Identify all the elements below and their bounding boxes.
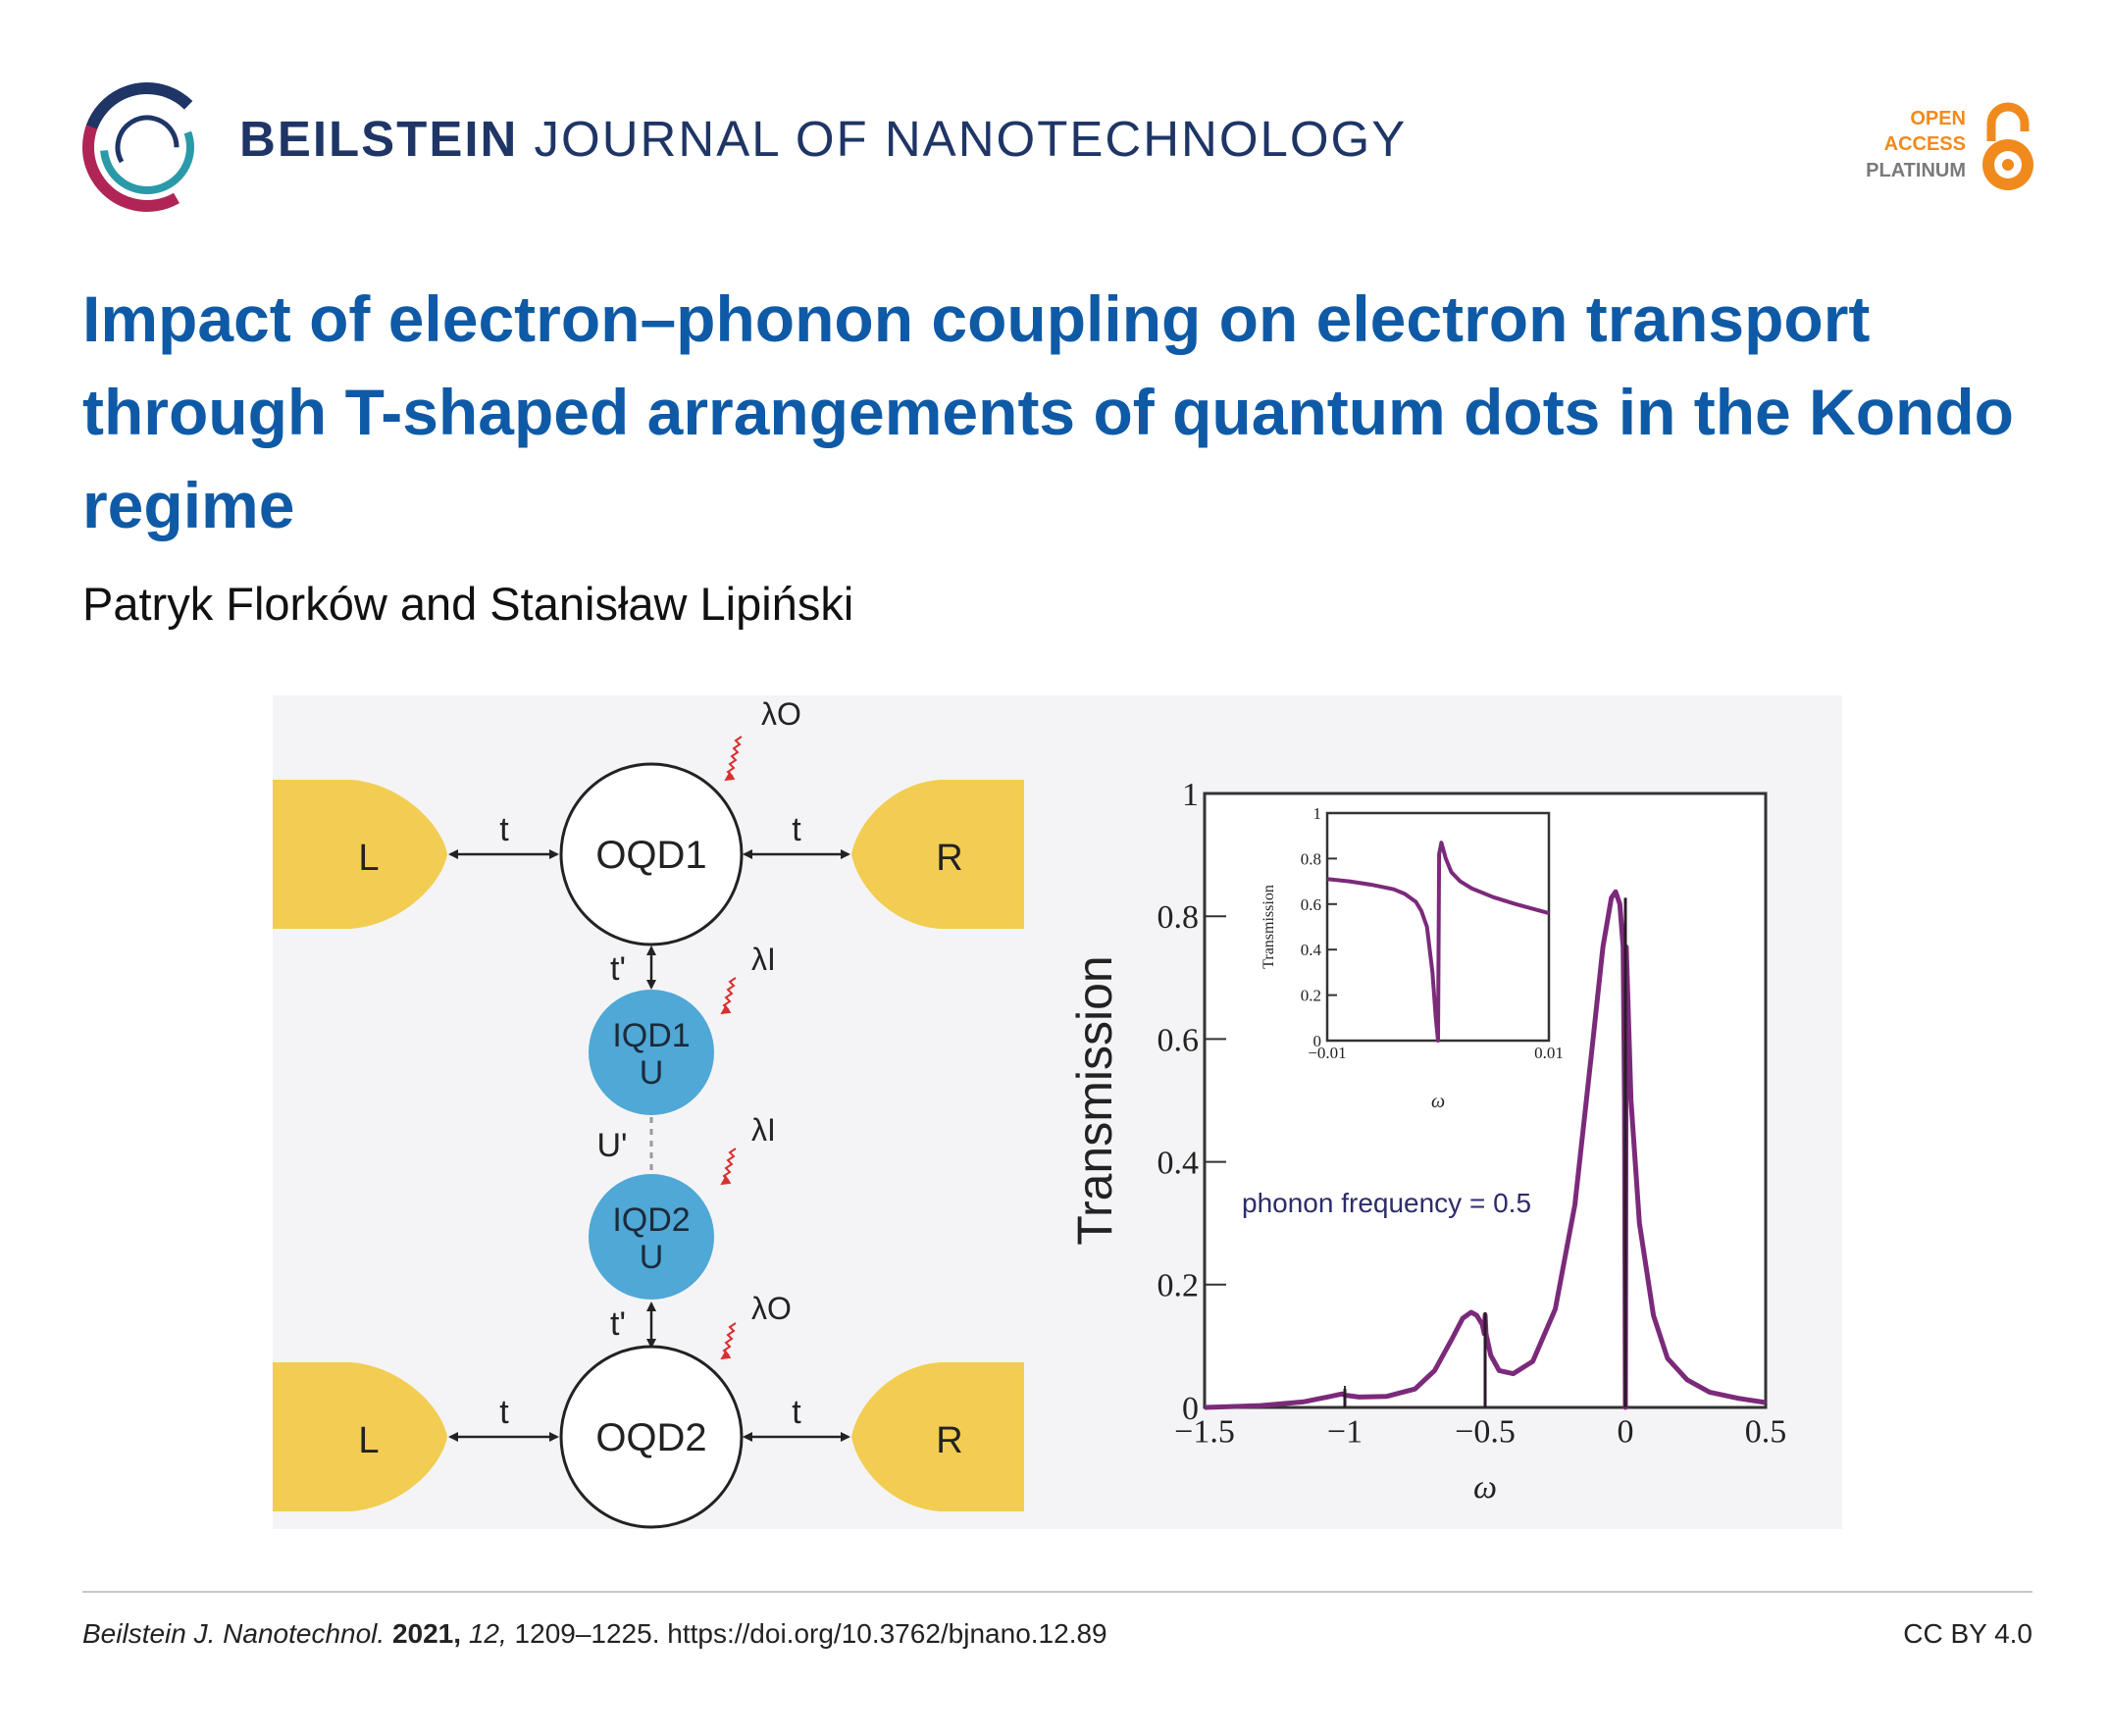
graphical-abstract-svg: L R OQD1 t t λO t' λI IQD1 U U' λI IQD2 … bbox=[273, 695, 1842, 1529]
phonon-frequency-annotation: phonon frequency = 0.5 bbox=[1242, 1188, 1531, 1218]
dot-iqd1 bbox=[589, 990, 714, 1115]
dot-iqd2-label: IQD2 bbox=[612, 1201, 690, 1239]
lambda-o-bottom: λO bbox=[751, 1291, 792, 1326]
dot-oqd1 bbox=[559, 762, 744, 946]
lead-left-bottom bbox=[273, 1362, 447, 1511]
oa-access-label: ACCESS bbox=[1883, 133, 1966, 155]
transmission-chart: 0 0.2 0.4 0.6 0.8 1 −1.5 −1 −0.5 0 0.5 Transmissi… bbox=[1067, 777, 1786, 1506]
y-tick-label: 0.2 bbox=[1301, 987, 1321, 1005]
dot-iqd2 bbox=[589, 1174, 714, 1300]
x-tick-label: −0.5 bbox=[1455, 1414, 1516, 1451]
footer-divider bbox=[82, 1591, 2032, 1593]
x-tick-label: −0.01 bbox=[1308, 1044, 1346, 1062]
y-tick-label: 0.4 bbox=[1157, 1146, 1200, 1182]
coupling-label-bottom: t' bbox=[610, 1305, 626, 1343]
lambda-o-top: λO bbox=[761, 696, 801, 732]
citation-doi[interactable]: 1209–1225. https://doi.org/10.3762/bjnan… bbox=[514, 1618, 1107, 1649]
phonon-wave-iqd2 bbox=[720, 1148, 737, 1186]
hop-label-right-bottom: t bbox=[792, 1394, 801, 1431]
dot-iqd1-label: IQD1 bbox=[612, 1017, 690, 1054]
dot-oqd2-label: OQD2 bbox=[595, 1416, 706, 1459]
citation-year: 2021, bbox=[391, 1618, 462, 1649]
inset-series-line bbox=[1326, 841, 1550, 1043]
y-tick-label: 0.8 bbox=[1157, 899, 1200, 936]
coupling-label-top: t' bbox=[610, 950, 626, 988]
main-y-axis-label: Transmission bbox=[1067, 955, 1122, 1245]
y-tick-label: 1 bbox=[1182, 777, 1199, 813]
y-tick-label: 0.6 bbox=[1301, 895, 1321, 914]
citation-journal: Beilstein J. Nanotechnol. bbox=[82, 1618, 386, 1649]
hop-label-right-top: t bbox=[792, 811, 801, 848]
main-y-axis: 0 0.2 0.4 0.6 0.8 1 bbox=[1157, 777, 1226, 1427]
y-tick-label: 0.8 bbox=[1301, 849, 1321, 868]
x-tick-label: 0.5 bbox=[1745, 1414, 1787, 1451]
journal-logo-icon bbox=[82, 82, 212, 212]
resonance-marker-lines bbox=[1343, 897, 1627, 1407]
phonon-wave-top bbox=[724, 736, 743, 782]
hop-label-left-bottom: t bbox=[499, 1394, 509, 1431]
dot-oqd1-label: OQD1 bbox=[595, 834, 706, 877]
inset-x-axis: −0.01 0.01 bbox=[1308, 1031, 1564, 1062]
open-lock-icon bbox=[1982, 102, 2033, 190]
y-tick-label: 0 bbox=[1182, 1391, 1199, 1427]
journal-name-bold: BEILSTEIN bbox=[239, 111, 519, 167]
inset-x-axis-label: ω bbox=[1431, 1091, 1445, 1112]
lead-left-bottom-label: L bbox=[358, 1420, 379, 1461]
lead-right-top bbox=[851, 780, 1024, 929]
article-title: Impact of electron–phonon coupling on el… bbox=[82, 282, 2014, 541]
journal-name-rest: JOURNAL OF NANOTECHNOLOGY bbox=[534, 111, 1408, 167]
lead-right-bottom bbox=[851, 1362, 1024, 1511]
x-tick-label: 0.01 bbox=[1534, 1044, 1564, 1062]
license-label[interactable]: CC BY 4.0 bbox=[1903, 1618, 2032, 1649]
inset-y-axis-label: Transmission bbox=[1260, 885, 1277, 969]
y-tick-label: 0 bbox=[1313, 1032, 1322, 1050]
lead-right-bottom-label: R bbox=[936, 1420, 962, 1461]
main-x-axis-label: ω bbox=[1473, 1469, 1497, 1506]
open-access-badge: OPEN ACCESS PLATINUM bbox=[1844, 98, 2040, 196]
x-tick-label: −1 bbox=[1327, 1414, 1363, 1451]
lambda-i-2: λI bbox=[751, 1112, 776, 1148]
lambda-i-1: λI bbox=[751, 942, 776, 977]
journal-name[interactable]: BEILSTEIN JOURNAL OF NANOTECHNOLOGY bbox=[239, 110, 1407, 168]
y-tick-label: 0.6 bbox=[1157, 1022, 1200, 1058]
x-tick-label: −1.5 bbox=[1174, 1414, 1235, 1451]
article-authors: Patryk Florków and Stanisław Lipiński bbox=[82, 578, 854, 630]
main-x-axis: −1.5 −1 −0.5 0 0.5 bbox=[1174, 1386, 1786, 1451]
lead-right-top-label: R bbox=[936, 838, 962, 879]
graphical-abstract: L R OQD1 t t λO t' λI IQD1 U U' λI IQD2 … bbox=[273, 695, 1842, 1529]
phonon-wave-iqd1 bbox=[720, 977, 737, 1015]
phonon-wave-bottom bbox=[720, 1322, 737, 1360]
quantum-dot-diagram: L R OQD1 t t λO t' λI IQD1 U U' λI IQD2 … bbox=[273, 696, 1024, 1529]
interdot-u-label: U' bbox=[596, 1127, 627, 1164]
dot-oqd2 bbox=[559, 1345, 744, 1529]
y-tick-label: 0.2 bbox=[1157, 1268, 1200, 1304]
hop-label-left-top: t bbox=[499, 811, 509, 848]
lead-left-top-label: L bbox=[358, 838, 379, 879]
y-tick-label: 0.4 bbox=[1301, 941, 1322, 959]
x-tick-label: 0 bbox=[1618, 1414, 1634, 1451]
y-tick-label: 1 bbox=[1313, 804, 1322, 823]
dot-iqd1-u: U bbox=[640, 1054, 664, 1092]
transmission-series-line bbox=[1204, 889, 1767, 1410]
citation-volume: 12, bbox=[468, 1618, 507, 1649]
lead-left-top bbox=[273, 780, 447, 929]
citation: Beilstein J. Nanotechnol. 2021, 12, 1209… bbox=[82, 1618, 1107, 1650]
inset-y-axis: 0 0.2 0.4 0.6 0.8 1 bbox=[1301, 804, 1337, 1050]
oa-platinum-label: PLATINUM bbox=[1866, 160, 1966, 181]
dot-iqd2-u: U bbox=[640, 1239, 664, 1276]
oa-open-label: OPEN bbox=[1910, 108, 1966, 129]
